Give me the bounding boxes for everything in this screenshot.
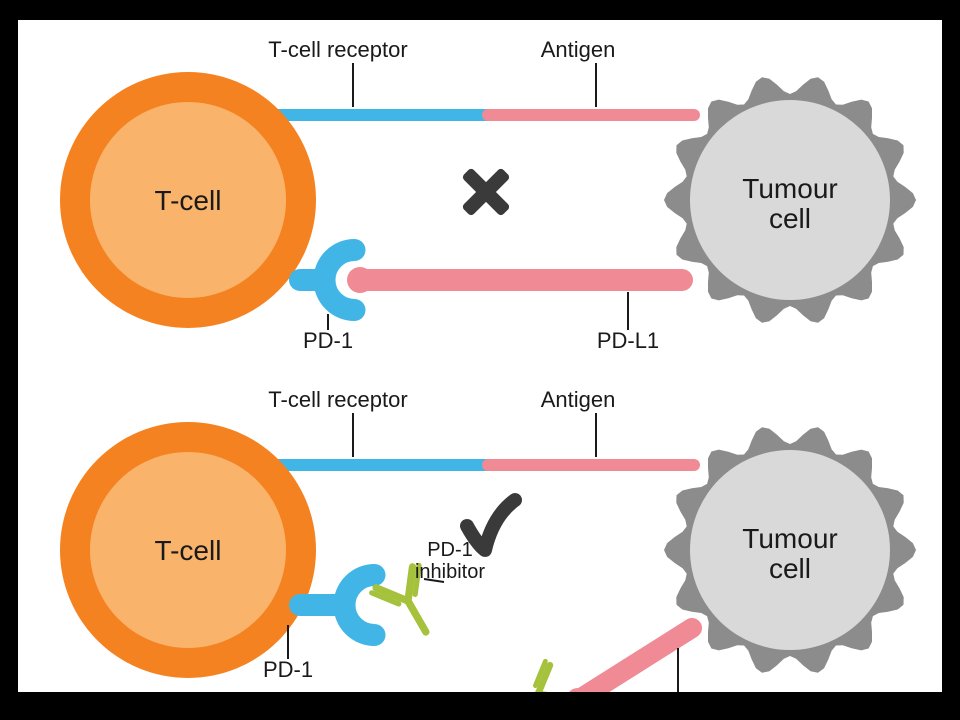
- panel-blocked: T-cell receptor Antigen T-cell Tumourcell PD…: [60, 37, 916, 353]
- active-check-icon: [467, 500, 515, 550]
- pd1-socket: [345, 575, 375, 635]
- tumour-cell-label: cell: [769, 553, 811, 584]
- diagram-svg: T-cell receptorAntigenT-cellTumourcellPD…: [18, 20, 942, 692]
- pd1-inhibitor-icon: [498, 660, 572, 692]
- antigen-label: Antigen: [541, 387, 616, 412]
- antibody-stem: [408, 601, 426, 632]
- diagram-frame: T-cell receptorAntigenT-cellTumourcellPD…: [0, 0, 960, 720]
- diagram-canvas: T-cell receptorAntigenT-cellTumourcellPD…: [18, 20, 942, 692]
- antibody-light: [544, 690, 570, 692]
- tumour-cell-label: cell: [769, 203, 811, 234]
- tcr-label: T-cell receptor: [268, 387, 407, 412]
- pd1-label: PD-1: [303, 328, 353, 353]
- pdl1-label: PD-L1: [728, 690, 790, 692]
- pdl1-tip: [347, 267, 373, 293]
- tumour-cell-label: Tumour: [742, 173, 837, 204]
- tcr-label: T-cell receptor: [268, 37, 407, 62]
- panel-active: T-cell receptor Antigen T-cell Tumourcell PD…: [60, 387, 916, 692]
- t-cell-label: T-cell: [155, 185, 222, 216]
- pd1-inhibitor-label: PD-1: [427, 539, 473, 561]
- antigen-label: Antigen: [541, 37, 616, 62]
- pdl1-label: PD-L1: [597, 328, 659, 353]
- pdl1-bar: [578, 628, 692, 692]
- tumour-cell-label: Tumour: [742, 523, 837, 554]
- pd1-label: PD-1: [263, 657, 313, 682]
- blocked-icon: [446, 152, 525, 231]
- t-cell-label: T-cell: [155, 535, 222, 566]
